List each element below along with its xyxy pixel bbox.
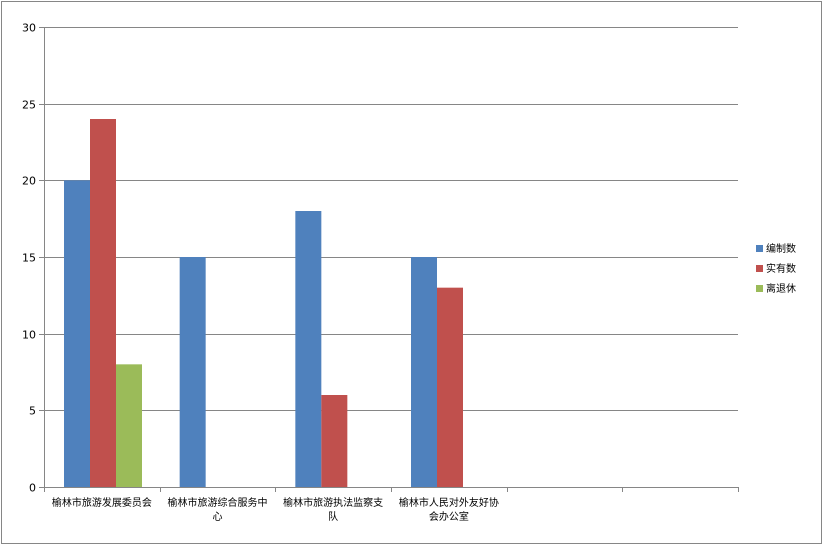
x-category-label: 榆林市旅游综合服务中: [168, 496, 268, 509]
axes: [39, 27, 739, 492]
legend-label: 编制数: [766, 242, 796, 255]
y-tick-label: 10: [22, 329, 36, 342]
bar: [64, 180, 90, 488]
legend-label: 离退休: [766, 282, 796, 295]
bar: [437, 287, 463, 487]
x-category-label: 会办公室: [429, 510, 469, 523]
y-tick-label: 30: [22, 22, 36, 35]
x-category-label: 心: [213, 511, 223, 523]
bar: [179, 257, 206, 487]
x-category-label: 榆林市人民对外友好协: [399, 496, 499, 509]
y-tick-label: 25: [22, 99, 36, 112]
legend-label: 实有数: [766, 262, 796, 275]
bar: [411, 257, 437, 487]
bar: [90, 119, 116, 487]
legend-swatch: [756, 265, 763, 272]
y-axis-tick-labels: 0 5 10 15 20 25 30: [22, 22, 36, 495]
y-tick-label: 15: [22, 252, 36, 265]
bar: [295, 211, 322, 487]
bar: [116, 364, 142, 487]
y-tick-label: 5: [29, 405, 36, 418]
x-category-label: 榆林市旅游发展委员会: [52, 496, 152, 509]
legend-swatch: [756, 285, 763, 292]
x-category-label: 榆林市旅游执法监察支: [283, 496, 383, 509]
y-tick-label: 20: [22, 175, 36, 188]
gridlines: [44, 27, 738, 411]
bar: [321, 395, 348, 487]
x-category-label: 队: [328, 510, 338, 523]
bars: [64, 119, 463, 488]
legend-swatch: [756, 245, 763, 252]
y-tick-label: 0: [29, 482, 36, 495]
